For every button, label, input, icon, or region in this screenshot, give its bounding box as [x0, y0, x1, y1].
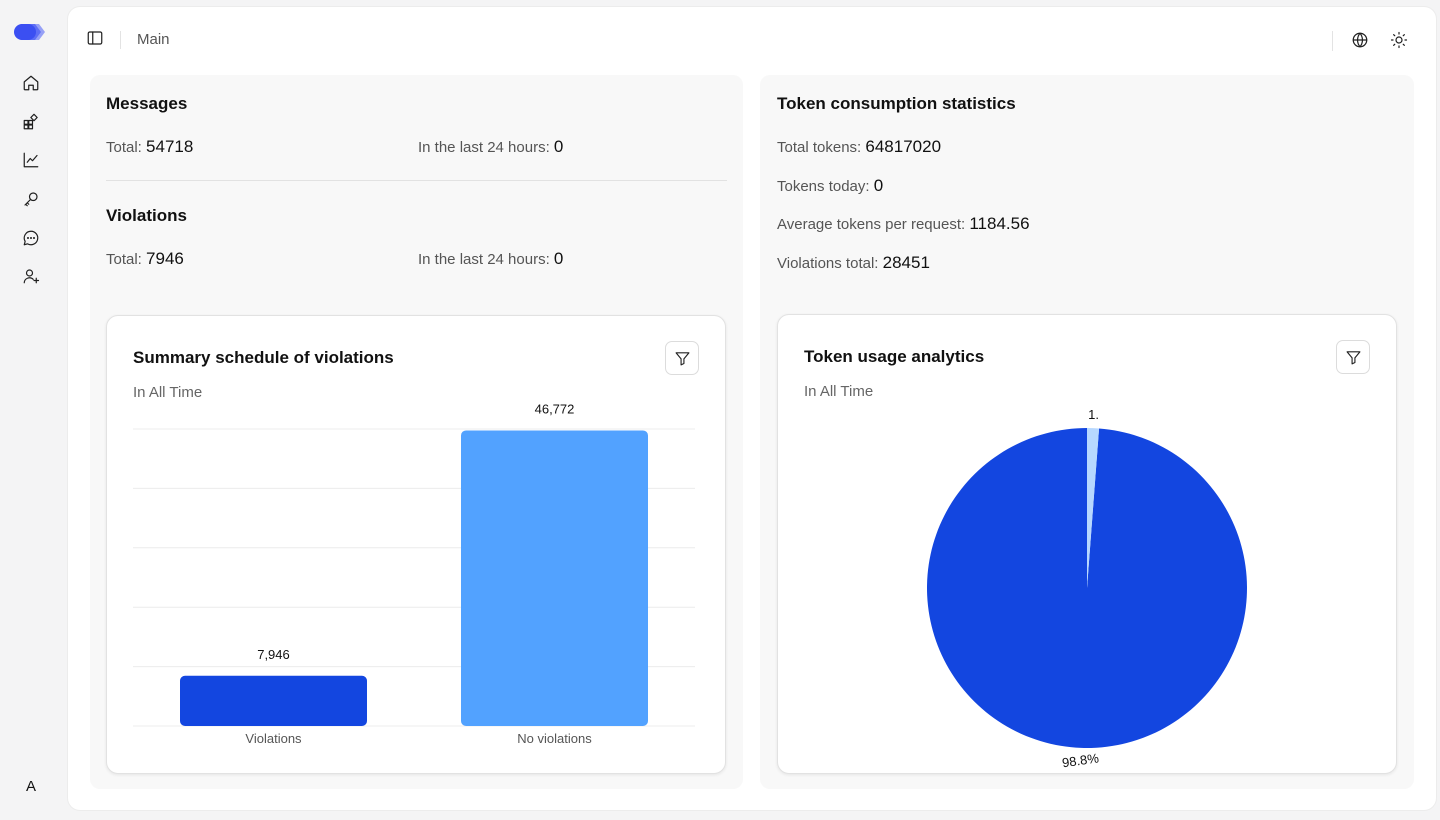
violations-last24-value: 0 — [553, 249, 564, 268]
filter-icon — [675, 351, 689, 365]
messages-last24-value: 0 — [553, 137, 564, 156]
key-icon[interactable] — [20, 188, 42, 210]
section-divider — [106, 180, 727, 181]
tokens-average: Average tokens per request: 1184.56 — [777, 214, 1030, 234]
left-sidebar: A — [0, 0, 62, 820]
pie-slice-label: 1. — [1088, 407, 1099, 422]
pie-slice-0[interactable] — [926, 428, 1247, 748]
topbar-divider — [120, 31, 121, 49]
violations-total-value: 7946 — [146, 249, 184, 268]
messages-total-label: Total: — [106, 139, 142, 156]
messages-title: Messages — [106, 94, 188, 113]
bar-0[interactable] — [180, 675, 367, 726]
chat-bubble-icon[interactable] — [20, 227, 42, 249]
violations-last24-label: In the last 24 hours: — [418, 251, 550, 268]
tokens-today-label: Tokens today: — [777, 178, 870, 195]
breadcrumb: Main — [137, 31, 170, 48]
sun-icon[interactable] — [1389, 30, 1409, 50]
token-statistics-panel: Token consumption statistics Total token… — [760, 75, 1414, 789]
violations-title: Violations — [106, 206, 187, 225]
violations-total-label: Total: — [106, 251, 142, 268]
messages-last24: In the last 24 hours: 0 — [418, 137, 563, 157]
main-panel: Main Messages Total: 54718 In the last 2… — [68, 7, 1436, 810]
x-tick-label: Violations — [245, 731, 302, 746]
tokens-average-label: Average tokens per request: — [777, 216, 966, 233]
token-usage-pie-chart: 98.8% 1. — [926, 407, 1247, 770]
violations-last24: In the last 24 hours: 0 — [418, 249, 563, 269]
messages-last24-label: In the last 24 hours: — [418, 139, 550, 156]
violations-chart-title: Summary schedule of violations — [133, 348, 394, 367]
tokens-average-value: 1184.56 — [969, 214, 1030, 233]
tokens-violations: Violations total: 28451 — [777, 253, 930, 273]
tokens-total-value: 64817020 — [865, 137, 942, 156]
pie-slice-1[interactable] — [1087, 428, 1100, 588]
topbar-divider-right — [1332, 31, 1333, 51]
messages-total: Total: 54718 — [106, 137, 193, 157]
tokens-violations-value: 28451 — [882, 253, 930, 272]
avatar[interactable]: A — [25, 778, 36, 795]
widgets-icon[interactable] — [20, 111, 42, 133]
bar-value-label: 46,772 — [535, 401, 575, 416]
bar-1[interactable] — [461, 430, 648, 726]
bar-value-label: 7,946 — [257, 647, 290, 662]
filter-button[interactable] — [665, 341, 699, 375]
tokens-today: Tokens today: 0 — [777, 176, 883, 196]
tokens-violations-label: Violations total: — [777, 255, 879, 272]
home-icon[interactable] — [20, 72, 42, 94]
x-tick-label: No violations — [517, 731, 592, 746]
token-usage-chart-title: Token usage analytics — [804, 347, 985, 366]
sidebar-toggle-icon[interactable] — [86, 29, 106, 49]
tokens-today-value: 0 — [873, 176, 884, 195]
filter-icon — [1346, 350, 1360, 364]
token-usage-chart-subtitle: In All Time — [804, 383, 874, 400]
violations-chart-subtitle: In All Time — [133, 384, 203, 401]
tokens-title: Token consumption statistics — [777, 94, 1016, 113]
user-plus-icon[interactable] — [20, 265, 42, 287]
filter-button[interactable] — [1336, 340, 1370, 374]
violations-chart-card: Summary schedule of violations In All Ti… — [106, 315, 726, 774]
chart-line-icon[interactable] — [20, 149, 42, 171]
app-logo[interactable] — [13, 22, 47, 42]
messages-violations-panel: Messages Total: 54718 In the last 24 hou… — [90, 75, 743, 789]
messages-total-value: 54718 — [146, 137, 194, 156]
violations-bar-chart: 7,946 Violations 46,772 No violations — [133, 401, 695, 746]
pie-slice-label: 98.8% — [1061, 750, 1100, 770]
violations-total: Total: 7946 — [106, 249, 184, 269]
tokens-total-label: Total tokens: — [777, 139, 862, 156]
tokens-total: Total tokens: 64817020 — [777, 137, 941, 157]
token-usage-chart-card: Token usage analytics In All Time 98.8% 1… — [777, 314, 1397, 774]
globe-icon[interactable] — [1350, 30, 1370, 50]
